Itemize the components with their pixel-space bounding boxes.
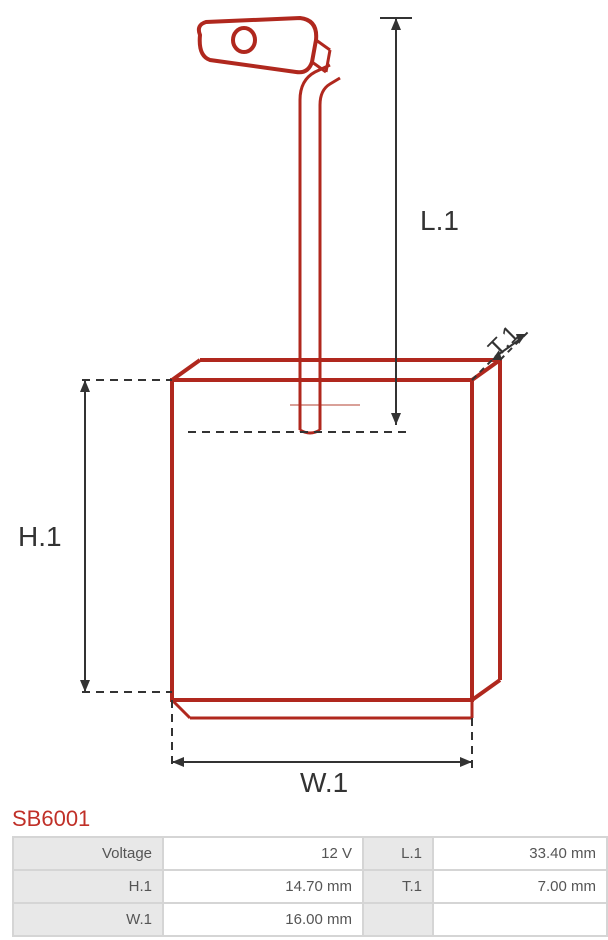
spec-value: 16.00 mm xyxy=(163,903,363,936)
spec-value: 7.00 mm xyxy=(433,870,607,903)
spec-value: 33.40 mm xyxy=(433,837,607,870)
technical-diagram: L.1 H.1 W.1 T.1 xyxy=(0,0,608,800)
dim-label-l1: L.1 xyxy=(420,205,459,236)
dim-label-h1: H.1 xyxy=(18,521,62,552)
spec-label xyxy=(363,903,433,936)
dim-label-t1: T.1 xyxy=(483,321,525,363)
spec-value: 12 V xyxy=(163,837,363,870)
dim-label-w1: W.1 xyxy=(300,767,348,798)
spec-label: W.1 xyxy=(13,903,163,936)
spec-label: L.1 xyxy=(363,837,433,870)
spec-value: 14.70 mm xyxy=(163,870,363,903)
specs-table: Voltage 12 V L.1 33.40 mm H.1 14.70 mm T… xyxy=(12,836,608,937)
spec-label: Voltage xyxy=(13,837,163,870)
spec-value xyxy=(433,903,607,936)
spec-label: H.1 xyxy=(13,870,163,903)
spec-label: T.1 xyxy=(363,870,433,903)
part-number: SB6001 xyxy=(0,800,608,836)
